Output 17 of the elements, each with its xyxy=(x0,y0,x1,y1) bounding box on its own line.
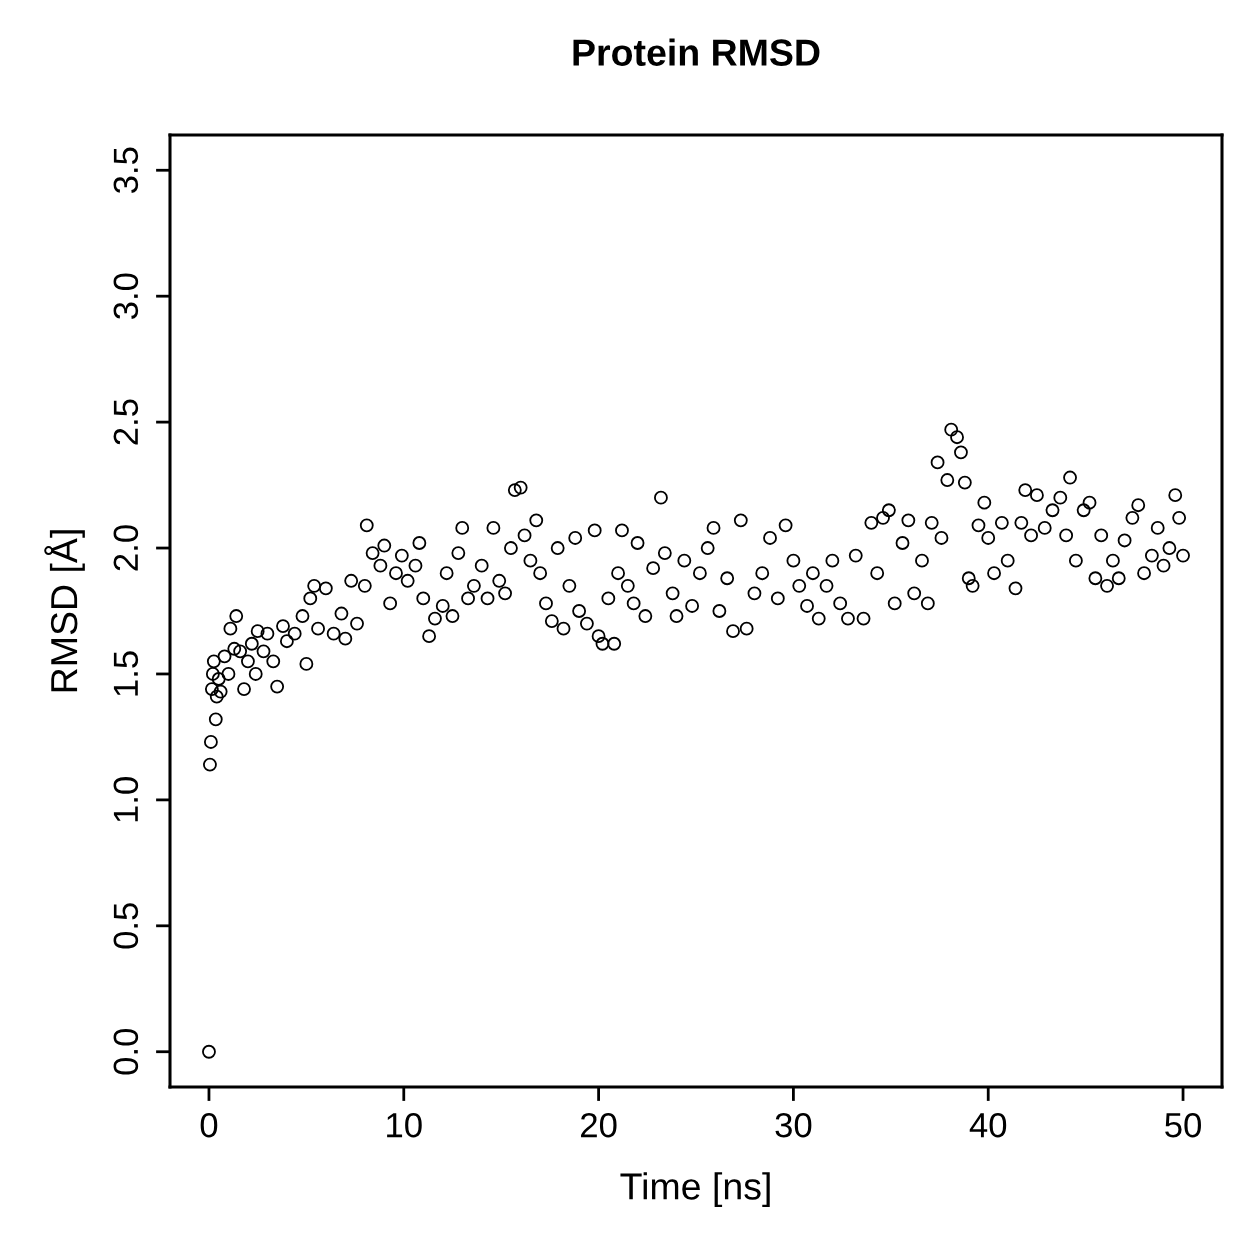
y-tick-label: 1.5 xyxy=(113,651,139,696)
chart-title: Protein RMSD xyxy=(573,38,820,66)
y-tick-label: 1.0 xyxy=(113,777,139,822)
y-tick-label: 0.0 xyxy=(113,1028,139,1075)
x-tick-label: 30 xyxy=(775,1112,812,1138)
x-tick-label: 10 xyxy=(387,1112,422,1138)
y-tick-label: 3.0 xyxy=(113,273,139,319)
y-tick-label: 3.5 xyxy=(113,147,139,194)
y-tick-label: 0.5 xyxy=(113,903,139,949)
x-tick-label: 20 xyxy=(581,1112,617,1138)
x-tick-label: 0 xyxy=(200,1112,218,1138)
x-axis-title: Time [ns] xyxy=(620,1172,770,1208)
x-tick-label: 50 xyxy=(1165,1112,1201,1138)
y-tick-label: 2.5 xyxy=(113,399,139,445)
x-tick-label: 40 xyxy=(969,1112,1007,1138)
y-axis-title: RMSD [Å] xyxy=(44,530,85,692)
y-tick-label: 2.0 xyxy=(113,525,139,571)
